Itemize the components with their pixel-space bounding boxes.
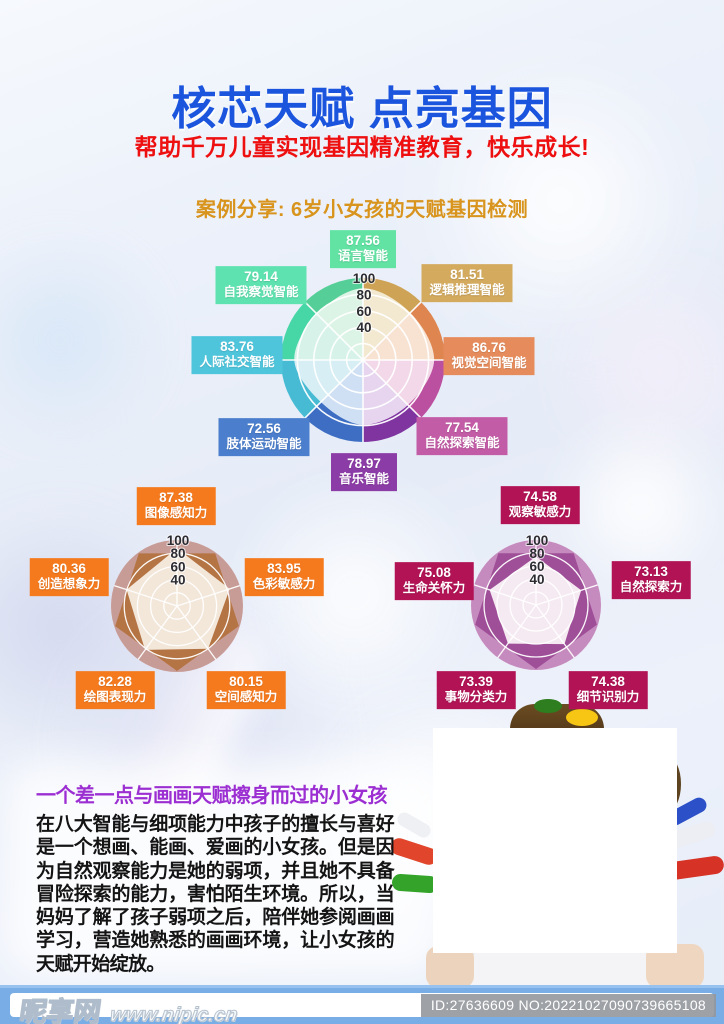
page-title: 核芯天赋 点亮基因 [171,83,553,134]
white-cover-box [433,728,677,953]
footer-bar: 昵享网 www.nipic.cn ID:27636609 NO:20221027… [0,985,724,1024]
yellow-paint-blob [566,709,598,726]
painted-finger-green [391,873,439,894]
story-section: 一个差一点与画画天赋擦身而过的小女孩 在八大智能与细项能力中孩子的擅长与喜好是一… [36,779,395,976]
child-arm-left [426,946,474,988]
watermark-site-name: 昵享网 [17,996,104,1024]
page-subtitle: 帮助千万儿童实现基因精准教育，快乐成长! [134,134,590,160]
case-share-line: 案例分享: 6岁小女孩的天赋基因检测 [195,199,529,221]
story-backdrop [5,762,445,977]
painted-finger-white [394,809,434,841]
watermark-site-url: www.nipic.cn [108,1004,239,1024]
painted-finger-red [388,835,440,868]
green-paint-blob [534,699,562,713]
bg-blob [0,230,170,450]
image-id-badge: ID:27636609 NO:20221027090739665108 [420,994,716,1017]
story-body: 在八大智能与细项能力中孩子的擅长与喜好是一个想画、能画、爱画的小女孩。但是因为自… [36,814,395,975]
watermark: 昵享网 www.nipic.cn [17,990,241,1024]
story-heading: 一个差一点与画画天赋擦身而过的小女孩 [36,785,388,807]
